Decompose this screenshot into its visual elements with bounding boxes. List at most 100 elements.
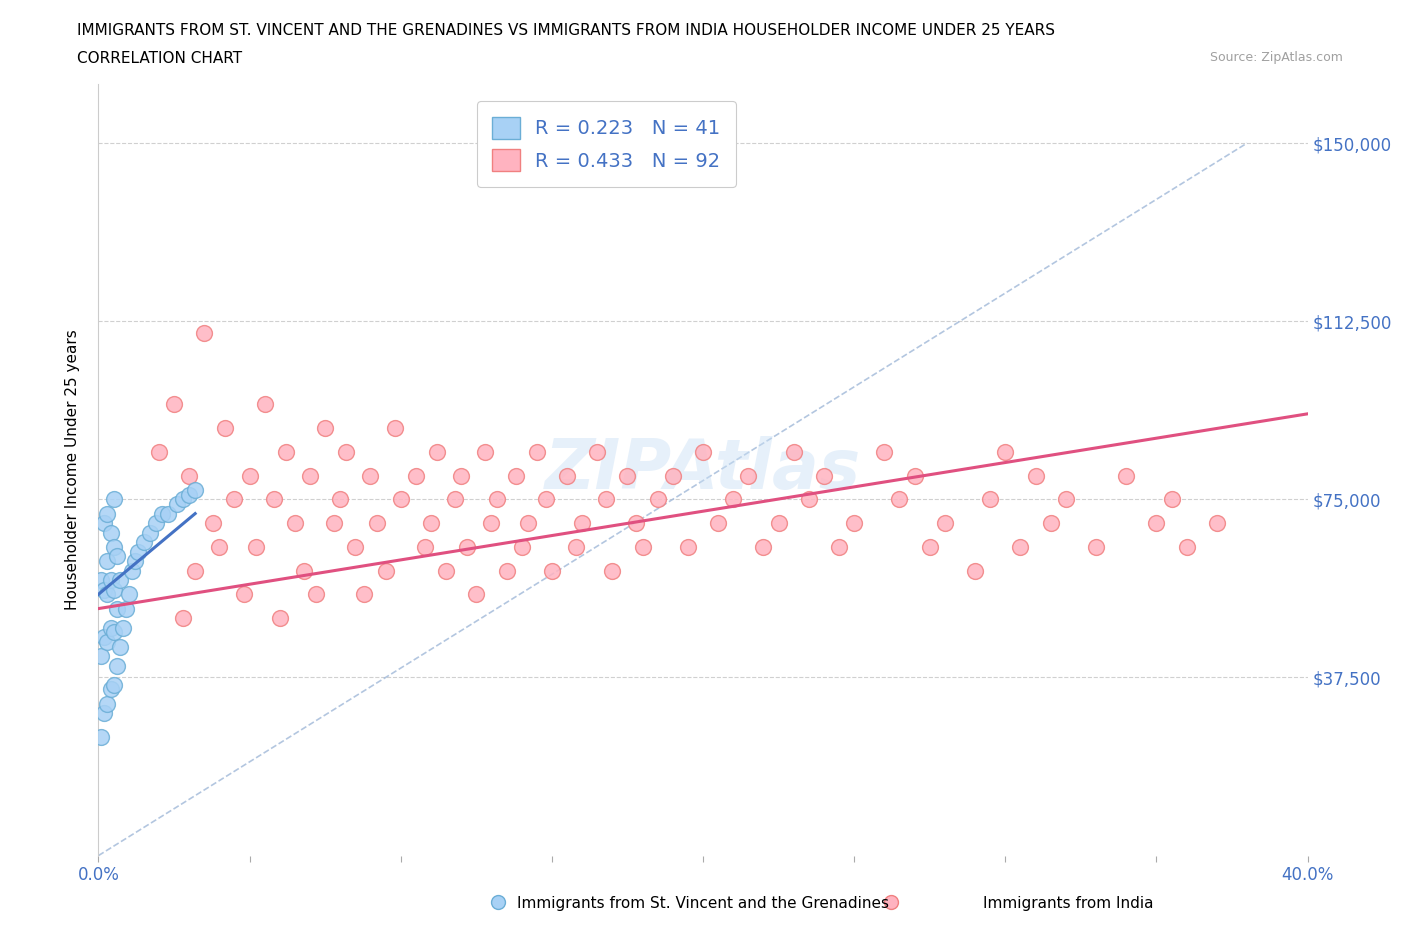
Point: [723, 492, 745, 507]
Text: Source: ZipAtlas.com: Source: ZipAtlas.com: [1209, 51, 1343, 64]
Point: [965, 564, 987, 578]
Point: [450, 468, 472, 483]
Point: [586, 445, 609, 459]
Point: [616, 468, 638, 483]
Point: [602, 564, 624, 578]
Point: [626, 515, 648, 530]
Point: [495, 564, 517, 578]
Point: [202, 515, 225, 530]
Point: [108, 573, 131, 588]
Point: [918, 539, 941, 554]
Point: [105, 658, 128, 673]
Text: IMMIGRANTS FROM ST. VINCENT AND THE GRENADINES VS IMMIGRANTS FROM INDIA HOUSEHOL: IMMIGRANTS FROM ST. VINCENT AND THE GREN…: [77, 23, 1056, 38]
Point: [405, 468, 427, 483]
Point: [571, 515, 593, 530]
Point: [224, 492, 246, 507]
Point: [676, 539, 699, 554]
Point: [444, 492, 467, 507]
Point: [555, 468, 578, 483]
Point: [148, 445, 170, 459]
Point: [889, 492, 911, 507]
Point: [1175, 539, 1198, 554]
Point: [661, 468, 683, 483]
Point: [103, 492, 125, 507]
Point: [516, 515, 538, 530]
Point: [100, 682, 122, 697]
Point: [96, 506, 118, 521]
Point: [96, 587, 118, 602]
Point: [90, 573, 112, 588]
Point: [208, 539, 231, 554]
Point: [232, 587, 254, 602]
Point: [163, 397, 186, 412]
Point: [374, 564, 396, 578]
Point: [844, 515, 866, 530]
Point: [111, 620, 134, 635]
Point: [486, 492, 509, 507]
Point: [813, 468, 835, 483]
Point: [118, 587, 141, 602]
Point: [96, 634, 118, 649]
Point: [100, 525, 122, 540]
Point: [692, 445, 714, 459]
Point: [179, 487, 201, 502]
Point: [934, 515, 956, 530]
Point: [1160, 492, 1182, 507]
Point: [335, 445, 357, 459]
Point: [193, 326, 215, 340]
Point: [456, 539, 478, 554]
Point: [127, 544, 149, 559]
Point: [481, 515, 503, 530]
Point: [426, 445, 449, 459]
Point: [413, 539, 436, 554]
Point: [108, 639, 131, 654]
Point: [1039, 515, 1062, 530]
Point: [299, 468, 322, 483]
Point: [540, 564, 562, 578]
Point: [166, 497, 188, 512]
Point: [1054, 492, 1077, 507]
Point: [486, 895, 509, 910]
Point: [434, 564, 457, 578]
Point: [1010, 539, 1032, 554]
Point: [768, 515, 790, 530]
Point: [510, 539, 533, 554]
Point: [1144, 515, 1167, 530]
Point: [274, 445, 297, 459]
Point: [172, 492, 194, 507]
Point: [1085, 539, 1108, 554]
Point: [184, 564, 207, 578]
Point: [305, 587, 328, 602]
Point: [292, 564, 315, 578]
Point: [647, 492, 669, 507]
Legend: R = 0.223   N = 41, R = 0.433   N = 92: R = 0.223 N = 41, R = 0.433 N = 92: [477, 101, 735, 187]
Point: [93, 582, 115, 597]
Point: [526, 445, 548, 459]
Point: [103, 677, 125, 692]
Point: [360, 468, 382, 483]
Point: [214, 420, 236, 435]
Point: [93, 515, 115, 530]
Y-axis label: Householder Income Under 25 years: Householder Income Under 25 years: [65, 329, 80, 610]
Point: [90, 648, 112, 663]
Point: [184, 483, 207, 498]
Point: [172, 611, 194, 626]
Point: [114, 601, 136, 616]
Point: [105, 549, 128, 564]
Point: [631, 539, 654, 554]
Point: [420, 515, 443, 530]
Point: [239, 468, 262, 483]
Text: Immigrants from St. Vincent and the Grenadines: Immigrants from St. Vincent and the Gren…: [517, 897, 889, 911]
Point: [124, 553, 146, 568]
Point: [150, 506, 173, 521]
Point: [828, 539, 851, 554]
Point: [344, 539, 367, 554]
Point: [105, 601, 128, 616]
Point: [707, 515, 730, 530]
Point: [93, 630, 115, 644]
Point: [465, 587, 488, 602]
Point: [93, 706, 115, 721]
Point: [103, 539, 125, 554]
Point: [156, 506, 179, 521]
Point: [534, 492, 557, 507]
